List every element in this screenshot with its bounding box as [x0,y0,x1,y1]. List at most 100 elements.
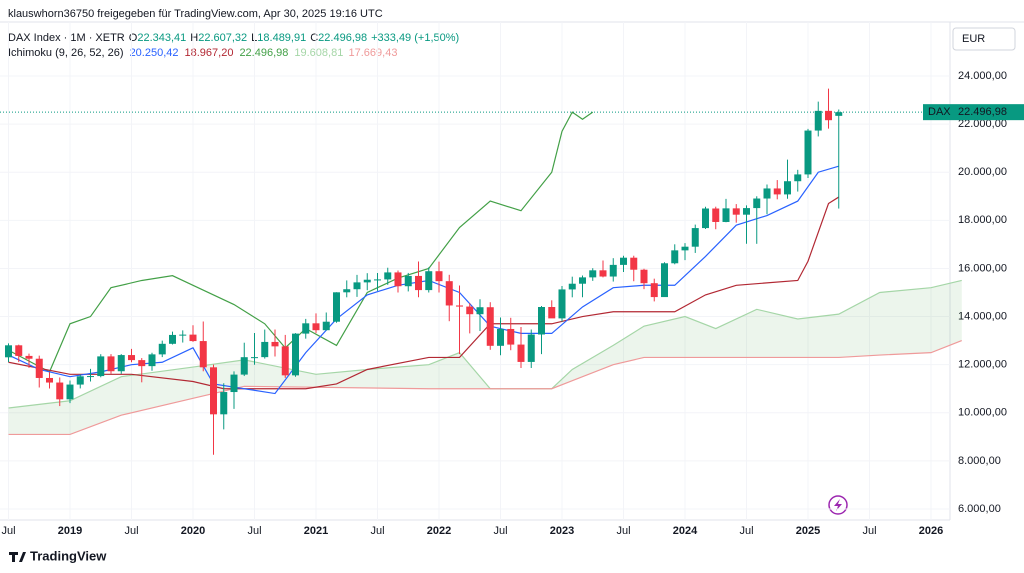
change: +333,49 (+1,50%) [371,32,459,44]
candle-body [261,341,269,358]
indicator-legend: Ichimoku (9, 26, 52, 26) 20.250,42 18.967,… [8,47,397,59]
indicator-value: 18.967,20 [185,47,234,59]
candle-body [56,382,64,400]
candle-body [87,376,94,378]
candle-body [240,357,248,375]
candle-body [599,270,607,277]
x-tick-label: Jul [247,525,261,537]
logo: TradingView [9,548,107,563]
candle-body [169,334,176,344]
candle-body [343,289,351,293]
candle-body [445,281,453,306]
candle-body [394,272,402,287]
candle-body [722,208,730,222]
candle-body [650,283,658,298]
candle-body [784,181,791,195]
candle-body [66,384,74,400]
y-tick-label: 24.000,00 [958,70,1007,82]
y-tick-label: 10.000,00 [958,407,1007,419]
candle-body [568,283,576,290]
candle-body [189,334,197,342]
candle-body [435,271,443,282]
price-tag [923,104,1024,121]
indicator-value: 17.669,43 [349,47,398,59]
ichimoku-line [8,279,962,409]
x-tick-label: 2024 [673,525,698,537]
candle-body [322,321,330,331]
candle-body [743,208,750,215]
candle-body [620,257,627,265]
candle-body [148,354,156,367]
candle-body [640,269,648,284]
ohlc-key: H [190,32,198,44]
candle-body [825,110,832,121]
candle-body [302,323,310,334]
candle-body [107,356,115,372]
candle-body [681,246,689,251]
candle-body [210,367,217,415]
candle-body [712,208,720,222]
currency-box[interactable] [952,27,1016,51]
y-tick-label: 6.000,00 [958,503,1001,515]
candle-body [671,250,679,264]
candle-body [609,264,617,277]
price-tag-value: 22.496,98 [958,106,1007,118]
y-tick-label: 18.000,00 [958,214,1007,226]
candle-body [763,188,771,199]
y-tick-label: 16.000,00 [958,262,1007,274]
candle-body [527,334,535,362]
candle-body [415,275,422,291]
candle-body [507,328,515,345]
candle-body [117,355,125,372]
candle-body [251,357,258,359]
candle-body [702,208,709,229]
candle-body [97,356,105,377]
candle-body [630,257,638,270]
candle-body [732,208,740,215]
candle-body [814,110,822,131]
currency: EUR [962,33,985,45]
candle-body [199,341,207,368]
x-tick-label: Jul [862,525,876,537]
candle-body [46,377,53,383]
x-tick-label: 2025 [796,525,820,537]
x-tick-label: 2019 [58,525,82,537]
candle-body [76,376,84,385]
candle-body [353,282,361,290]
ichimoku-line [8,111,594,373]
y-tick-label: 22.000,00 [958,118,1007,130]
symbol-legend: DAX Index · 1M · XETR O22.343,41 H22.607,3… [8,32,459,44]
candle-body [374,279,381,281]
x-tick-label: Jul [1,525,15,537]
candle-body [5,345,12,358]
candle-body [179,334,187,336]
ohlc-value: 22.607,32 [198,32,247,44]
x-tick-label: Jul [493,525,507,537]
y-tick-label: 14.000,00 [958,310,1007,322]
x-tick-label: Jul [124,525,138,537]
candle-body [804,130,812,175]
candle-body [835,112,843,116]
lightning [834,499,842,511]
ohlc-key: O [129,32,138,44]
candle-body [456,305,463,307]
candle-body [333,292,340,322]
x-tick-label: 2021 [304,525,328,537]
indicator-value: 22.496,98 [239,47,288,59]
candle-body [691,228,699,247]
y-tick-label: 8.000,00 [958,455,1001,467]
candle-body [589,270,597,278]
ichimoku-line [8,340,962,436]
candle-body [404,275,412,287]
candle-body [292,333,299,376]
x-tick-label: 2026 [919,525,943,537]
indicator-value: 20.250,42 [130,47,179,59]
candle-body [773,188,781,195]
candle-body [661,263,668,298]
candle-body [271,341,279,347]
candle-body [35,358,43,378]
ohlc-value: 18.489,91 [257,32,306,44]
x-tick-label: Jul [616,525,630,537]
indicator-value: 19.608,81 [294,47,343,59]
